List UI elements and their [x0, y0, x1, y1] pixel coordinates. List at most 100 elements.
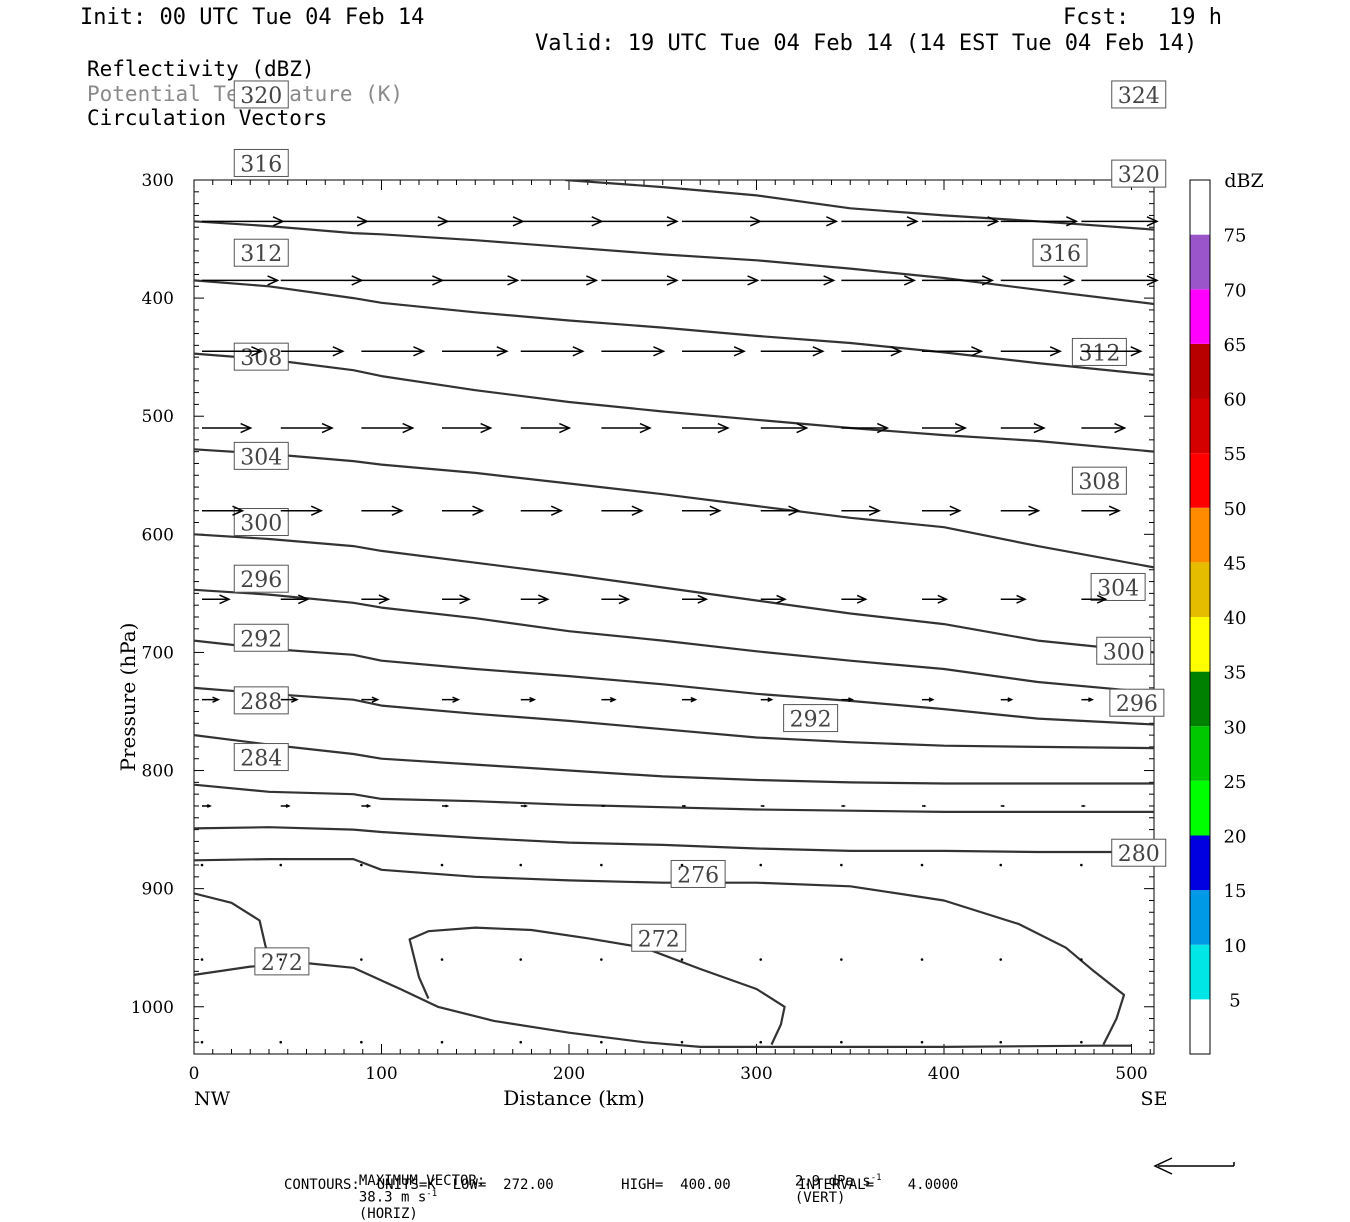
vector-arrowhead [1033, 422, 1046, 434]
y-axis-label: Pressure (hPa) [116, 623, 140, 772]
x-tick-label: 500 [1115, 1064, 1147, 1084]
contour-label-box [1032, 238, 1088, 267]
colorbar-segment [1190, 234, 1210, 290]
contour-label-box [631, 923, 687, 952]
x-tick-label: 400 [928, 1064, 960, 1084]
contour-label: 280 [1118, 842, 1160, 867]
vector-arrowhead [290, 696, 299, 703]
vector-arrowhead [876, 422, 890, 434]
contour-label: 296 [1116, 692, 1158, 717]
colorbar-segment [1190, 180, 1210, 235]
vector-arrowhead [550, 505, 564, 516]
colorbar-segment [1190, 289, 1210, 344]
y-tick-label: 300 [142, 171, 174, 191]
vector-dot [440, 863, 444, 867]
vector-dot [360, 1040, 363, 1044]
plot-frame [193, 179, 1155, 1055]
contour-label: 304 [1097, 576, 1139, 601]
vector-arrowhead [496, 346, 509, 357]
theta-contours [194, 180, 1154, 1048]
vector-arrowhead [767, 697, 774, 703]
vector-arrowhead [903, 275, 917, 286]
contour-label: 320 [240, 84, 282, 109]
vector-arrowhead [971, 346, 984, 357]
contour-label-box [233, 80, 289, 109]
colorbar-label: 5 [1229, 990, 1240, 1011]
valid-time: Valid: 19 UTC Tue 04 Feb 14 (14 EST Tue … [535, 31, 1198, 56]
vector-dot [680, 863, 684, 867]
vector-dot [1080, 958, 1083, 961]
contour-label: 312 [1078, 341, 1120, 366]
vector-dot [1080, 1040, 1083, 1044]
vector-arrowhead [1002, 804, 1006, 808]
vector-arrowhead [906, 216, 919, 227]
circulation-vectors [200, 216, 1159, 1044]
vector-dot [600, 863, 603, 867]
contour-label: 316 [1039, 242, 1081, 267]
vector-arrowhead [1130, 346, 1143, 357]
colorbar-label: 70 [1224, 280, 1247, 301]
contour-label-box [233, 743, 289, 772]
contour-label: 324 [1118, 84, 1160, 109]
colorbar-label: 65 [1224, 335, 1247, 356]
vector-arrowhead [219, 594, 231, 605]
vector-dot [840, 863, 843, 867]
field-reflectivity: Reflectivity (dBZ) [87, 57, 315, 81]
vector-dot [200, 1040, 204, 1044]
colorbar-segment [1190, 398, 1210, 454]
contour-label-box [254, 947, 310, 976]
vector-arrowhead [848, 697, 855, 703]
contour-label-box [233, 148, 289, 177]
vector-arrowhead [812, 346, 825, 357]
contour-label: 272 [638, 927, 680, 952]
x-tick-label: 0 [189, 1064, 200, 1084]
colorbar-label: 40 [1224, 608, 1247, 629]
colorbar-segment [1190, 999, 1210, 1054]
colorbar-segment [1190, 835, 1210, 891]
colorbar-label: 25 [1224, 772, 1247, 793]
theta-contour-272-west [194, 962, 1132, 1048]
vector-arrowhead [267, 275, 280, 286]
contour-label: 300 [1103, 640, 1145, 665]
vector-dot [200, 863, 204, 867]
vector-arrowhead [206, 804, 212, 808]
vector-arrowhead [602, 804, 606, 808]
colorbar-segment [1190, 671, 1210, 727]
horiz-exponent: -1 [426, 1189, 438, 1199]
vector-dot [840, 958, 843, 961]
vector-arrowhead [472, 505, 485, 516]
vector-dot [759, 863, 763, 867]
vector-dot [519, 958, 523, 961]
vector-arrowhead [445, 804, 450, 808]
vector-arrowhead [856, 594, 868, 604]
y-tick-label: 500 [142, 407, 174, 427]
vector-arrowhead [666, 275, 679, 286]
contour-label: 276 [677, 863, 719, 888]
init-time: Init: 00 UTC Tue 04 Feb 14 [80, 5, 425, 30]
vector-arrowhead [366, 804, 372, 808]
contour-label-box [1071, 466, 1127, 495]
colorbar-label: 20 [1224, 827, 1247, 848]
vector-arrowhead [251, 346, 264, 357]
colorbar-segment [1190, 507, 1210, 563]
vector-dot [519, 1040, 523, 1044]
theta-contour-316 [194, 279, 1154, 376]
vector-arrowhead [928, 697, 935, 703]
x-tick-label: 100 [365, 1064, 397, 1084]
vector-arrowhead [823, 275, 836, 286]
x-tick-label: 300 [740, 1064, 772, 1084]
colorbar-label: 30 [1224, 717, 1247, 738]
vert-vector-value: 2.9 dPa s [794, 1173, 871, 1190]
vector-arrowhead [690, 696, 698, 703]
vector-dot [440, 958, 444, 961]
theta-contour-276 [194, 858, 1126, 1046]
vector-arrowhead [618, 594, 631, 605]
vector-arrowhead [212, 696, 221, 703]
vector-arrowhead [1146, 216, 1159, 227]
forecast-hour: Fcst: 19 h [1063, 5, 1222, 30]
vector-arrowhead [631, 505, 644, 516]
y-tick-label: 800 [142, 762, 174, 782]
vector-arrowhead [240, 422, 253, 434]
contour-label-box [1111, 838, 1167, 867]
